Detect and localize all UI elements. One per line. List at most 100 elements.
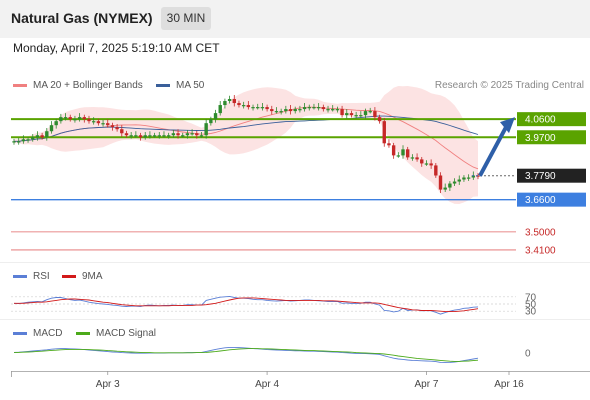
candle-body xyxy=(340,109,344,116)
legend-ma50: MA 50 xyxy=(156,80,204,91)
candle-body xyxy=(363,111,368,116)
candle-body xyxy=(293,109,297,112)
candle-body xyxy=(87,119,91,122)
macd-swatch-icon xyxy=(13,332,27,335)
time-axis-label: Apr 4 xyxy=(255,379,279,390)
legend-9ma-label: 9MA xyxy=(82,271,103,282)
candle-body xyxy=(420,159,424,164)
last-level-label: 3.7790 xyxy=(525,171,556,182)
target-arrow xyxy=(478,126,508,177)
support-level-tag xyxy=(517,192,586,207)
candle-body xyxy=(260,107,265,109)
ma9-swatch-icon xyxy=(62,275,76,278)
candle-body xyxy=(227,99,232,102)
candle-body xyxy=(195,133,199,136)
candle-body xyxy=(134,135,138,137)
candle-body xyxy=(218,105,222,114)
target-arrow-head xyxy=(500,117,515,134)
candle-body xyxy=(26,139,30,141)
candle-body xyxy=(241,105,246,107)
candle-body xyxy=(457,179,461,182)
macd-panel: 0 xyxy=(13,346,531,364)
candle-body xyxy=(68,117,72,120)
macd-signal-swatch-icon xyxy=(76,332,90,335)
candle-body xyxy=(237,103,241,106)
legend-rsi: RSI xyxy=(13,271,50,282)
research-credit: Research © 2025 Trading Central xyxy=(434,80,584,91)
interval-selector[interactable]: 30 MIN xyxy=(161,7,211,30)
candle-body xyxy=(181,135,185,137)
rsi-line xyxy=(13,295,479,315)
candle-body xyxy=(35,135,40,138)
candle-body xyxy=(321,107,326,110)
time-axis-label: Apr 16 xyxy=(494,379,524,390)
candle-body xyxy=(448,183,452,188)
candle-body xyxy=(274,111,279,113)
candle-body xyxy=(396,155,401,157)
resistance-level-tag xyxy=(517,112,586,127)
candle-body xyxy=(82,117,87,120)
candle-body xyxy=(120,129,124,134)
ma50-swatch-icon xyxy=(156,84,170,87)
candle-body xyxy=(138,135,143,138)
candle-body xyxy=(302,107,307,110)
candle-body xyxy=(391,145,396,156)
candle-body xyxy=(471,175,476,178)
support-level-label: 3.6600 xyxy=(525,195,556,206)
legend-ma20: MA 20 + Bollinger Bands xyxy=(13,80,143,91)
rsi-ma-line xyxy=(14,297,479,313)
candle-body xyxy=(199,135,204,137)
candle-body xyxy=(176,133,180,136)
candle-body xyxy=(288,109,293,112)
candle-body xyxy=(284,109,288,112)
candle-body xyxy=(387,143,391,146)
candle-body xyxy=(312,107,316,109)
candle-body xyxy=(209,119,213,124)
candle-body xyxy=(415,157,419,160)
candle-body xyxy=(251,107,255,109)
legend-macd-signal-label: MACD Signal xyxy=(96,328,157,339)
rsi-tick-label: 50 xyxy=(525,300,537,311)
candle-body xyxy=(223,101,227,106)
candle-body xyxy=(171,133,176,136)
resistance-level-label: 4.0600 xyxy=(525,115,556,126)
minor-level-label: 3.5000 xyxy=(525,227,556,238)
candle-body xyxy=(213,113,218,120)
candle-body xyxy=(185,133,190,136)
candle-body xyxy=(110,125,115,128)
resistance-level-label: 3.9700 xyxy=(525,133,556,144)
candle-body xyxy=(162,135,166,137)
candle-body xyxy=(354,115,358,117)
candle-body xyxy=(405,149,410,158)
candle-body xyxy=(307,107,311,109)
legend-rsi-label: RSI xyxy=(33,271,50,282)
candle-body xyxy=(382,121,386,144)
candle-body xyxy=(54,121,58,126)
candle-body xyxy=(316,107,321,109)
candle-body xyxy=(265,107,269,110)
candle-body xyxy=(462,177,466,180)
candle-body xyxy=(256,107,260,109)
resistance-level-tag xyxy=(517,130,586,145)
minor-level-label: 3.4100 xyxy=(525,245,556,256)
candle-body xyxy=(270,109,274,112)
time-axis: Apr 3 Apr 4 Apr 7 Apr 16 xyxy=(11,371,590,390)
macd-tick-label: 0 xyxy=(525,349,531,360)
ma20-swatch-icon xyxy=(13,84,27,87)
candle-body xyxy=(452,181,457,184)
candle-body xyxy=(49,125,54,132)
last-level-tag xyxy=(517,168,586,183)
candle-body xyxy=(129,135,133,137)
candle-body xyxy=(438,175,443,190)
candle-body xyxy=(429,163,433,166)
candle-body xyxy=(77,117,82,120)
candle-body xyxy=(91,121,96,123)
legend-macd-signal: MACD Signal xyxy=(76,328,156,339)
candle-body xyxy=(190,133,194,135)
macd-signal-line xyxy=(13,348,479,362)
candle-body xyxy=(45,131,49,138)
candle-body xyxy=(124,133,129,136)
macd-line xyxy=(13,346,479,364)
